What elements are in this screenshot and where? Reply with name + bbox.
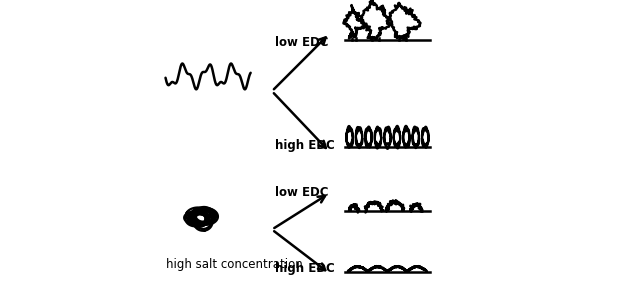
Text: high EDC: high EDC (275, 262, 335, 275)
Text: high EDC: high EDC (275, 139, 335, 152)
Text: high salt concentration: high salt concentration (166, 258, 302, 271)
Text: low EDC: low EDC (275, 36, 329, 49)
Text: low EDC: low EDC (275, 186, 329, 199)
